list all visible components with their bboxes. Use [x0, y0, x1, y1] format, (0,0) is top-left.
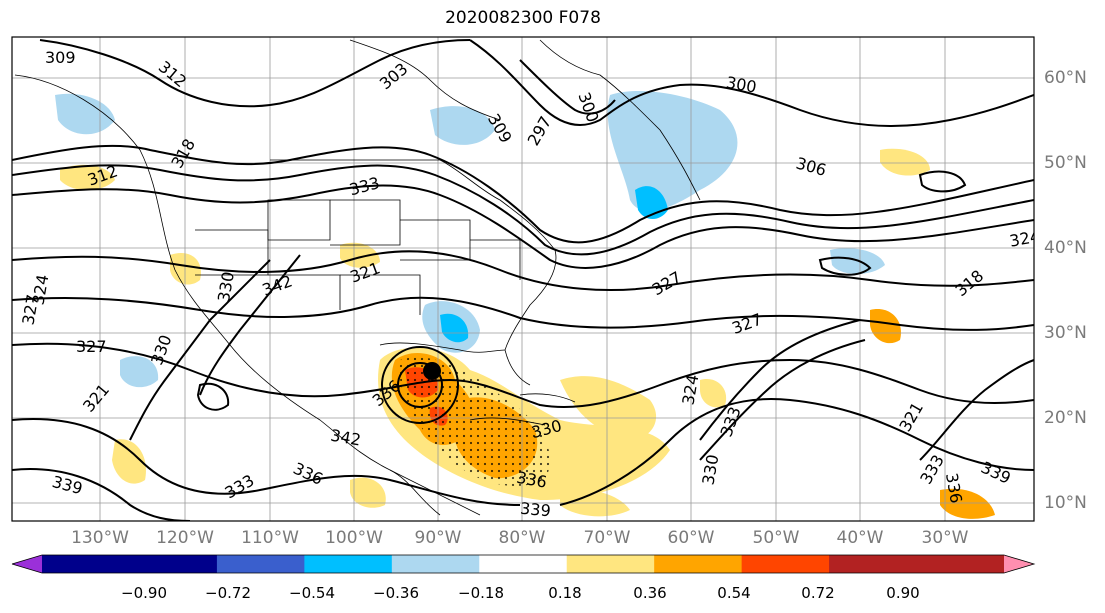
- contour-label: 324: [1008, 227, 1041, 251]
- warm-anomaly-4: [870, 309, 901, 344]
- contour-label: 309: [45, 48, 76, 67]
- colorbar: [11, 554, 1036, 574]
- warm-anomaly-7: [940, 488, 995, 519]
- latitude-label: 40°N: [1044, 238, 1087, 258]
- warm-anomaly-atlantic: [560, 376, 657, 440]
- colorbar-segment: [916, 555, 1005, 573]
- colorbar-segment: [216, 555, 305, 573]
- colorbar-over-arrow: [1004, 555, 1034, 573]
- warm-anomaly-2: [170, 252, 201, 285]
- longitude-label: 100°W: [325, 528, 383, 548]
- contour-label: 327: [76, 337, 107, 356]
- warm-anomaly-1: [60, 164, 115, 191]
- contour-label: 339: [519, 499, 551, 521]
- colorbar-under-arrow: [12, 555, 42, 573]
- shading-layer: [55, 90, 995, 519]
- longitude-label: 90°W: [414, 528, 462, 548]
- colorbar-tick-label: 0.54: [717, 584, 751, 602]
- cool-anomaly-ne: [607, 90, 738, 211]
- cool-anomaly-north: [430, 106, 495, 145]
- latitude-label: 30°N: [1044, 323, 1087, 343]
- stipple-gulf: [399, 357, 550, 486]
- colorbar-segment: [654, 555, 743, 573]
- cool-anomaly-se-core: [440, 313, 469, 343]
- colorbar-segment: [829, 555, 918, 573]
- latitude-label: 50°N: [1044, 153, 1087, 173]
- colorbar-tick-label: −0.18: [458, 584, 504, 602]
- colorbar-segment: [304, 555, 393, 573]
- warm-anomaly-6: [560, 488, 630, 517]
- warm-anomaly-10: [700, 379, 727, 408]
- longitude-label: 120°W: [156, 528, 214, 548]
- longitude-label: 60°W: [667, 528, 715, 548]
- colorbar-tick-label: 0.18: [548, 584, 582, 602]
- colorbar-tick-label: 0.72: [801, 584, 835, 602]
- map-title: 2020082300 F078: [445, 8, 601, 28]
- storm-center-marker: [423, 362, 441, 380]
- map-frame: [11, 36, 1035, 522]
- colorbar-tick-label: −0.54: [289, 584, 335, 602]
- colorbar-tick-label: −0.72: [205, 584, 251, 602]
- longitude-label: 40°W: [836, 528, 884, 548]
- longitude-label: 130°W: [71, 528, 129, 548]
- latitude-label: 60°N: [1044, 68, 1087, 88]
- colorbar-tick-label: −0.90: [121, 584, 167, 602]
- colorbar-segment: [391, 555, 480, 573]
- colorbar-segment: [42, 555, 130, 573]
- colorbar-segment: [129, 555, 218, 573]
- longitude-label: 50°W: [752, 528, 800, 548]
- colorbar-tick-label: −0.36: [373, 584, 419, 602]
- colorbar-segment: [741, 555, 830, 573]
- latitude-label: 20°N: [1044, 408, 1087, 428]
- colorbar-segment: [479, 555, 568, 573]
- colorbar-outline: [11, 554, 1036, 574]
- warm-anomaly-3: [340, 242, 380, 268]
- longitude-label: 80°W: [498, 528, 546, 548]
- graticule: [12, 37, 1034, 521]
- contours: [12, 39, 1034, 521]
- warm-anomaly-9: [350, 477, 386, 508]
- latitude-label: 10°N: [1044, 493, 1087, 513]
- colorbar-tick-label: 0.36: [633, 584, 667, 602]
- longitude-label: 70°W: [583, 528, 631, 548]
- cool-anomaly-pacific-2: [120, 356, 159, 388]
- coastlines: [14, 39, 701, 516]
- warm-anomaly-5: [112, 439, 146, 484]
- colorbar-segment: [566, 555, 655, 573]
- warm-anomaly-8: [880, 148, 930, 176]
- colorbar-tick-label: 0.90: [886, 584, 920, 602]
- longitude-label: 110°W: [241, 528, 299, 548]
- longitude-label: 30°W: [921, 528, 969, 548]
